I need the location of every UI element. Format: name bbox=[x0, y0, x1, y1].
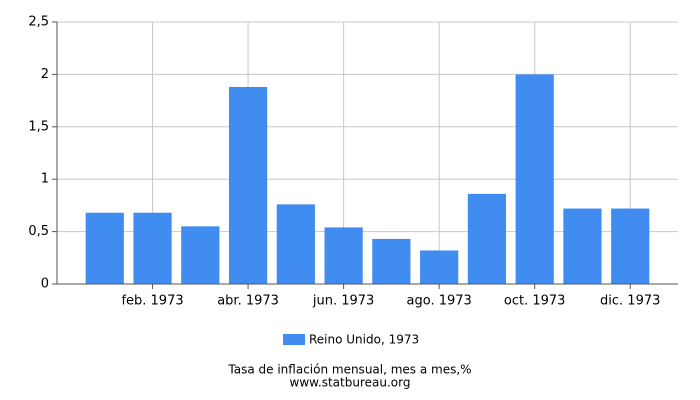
x-tick-label: ago. 1973 bbox=[407, 294, 472, 309]
bar bbox=[85, 212, 124, 284]
chart-source: www.statbureau.org bbox=[290, 376, 411, 390]
legend-label: Reino Unido, 1973 bbox=[309, 333, 419, 347]
bar bbox=[324, 227, 363, 284]
bar bbox=[372, 238, 411, 284]
y-tick-label: 1 bbox=[41, 172, 49, 187]
y-tick-label: 2,5 bbox=[28, 15, 49, 30]
x-tick-label: feb. 1973 bbox=[121, 294, 183, 309]
bar bbox=[276, 204, 315, 284]
x-tick-label: abr. 1973 bbox=[217, 294, 279, 309]
bar bbox=[563, 208, 602, 284]
legend-swatch bbox=[283, 334, 305, 345]
bar bbox=[228, 86, 268, 284]
bar bbox=[181, 226, 220, 284]
bar bbox=[133, 212, 172, 284]
y-tick-label: 1,5 bbox=[28, 119, 49, 134]
x-tick-label: oct. 1973 bbox=[504, 294, 566, 309]
y-tick-label: 2 bbox=[41, 67, 49, 82]
bar bbox=[467, 193, 507, 284]
y-tick-label: 0,5 bbox=[28, 224, 49, 239]
bar bbox=[611, 208, 650, 284]
x-tick-label: jun. 1973 bbox=[312, 294, 374, 309]
bar bbox=[515, 74, 554, 285]
y-tick-label: 0 bbox=[41, 277, 49, 292]
bar bbox=[420, 250, 459, 284]
x-tick-label: dic. 1973 bbox=[600, 294, 660, 309]
chart-caption: Tasa de inflación mensual, mes a mes,% bbox=[227, 363, 471, 377]
